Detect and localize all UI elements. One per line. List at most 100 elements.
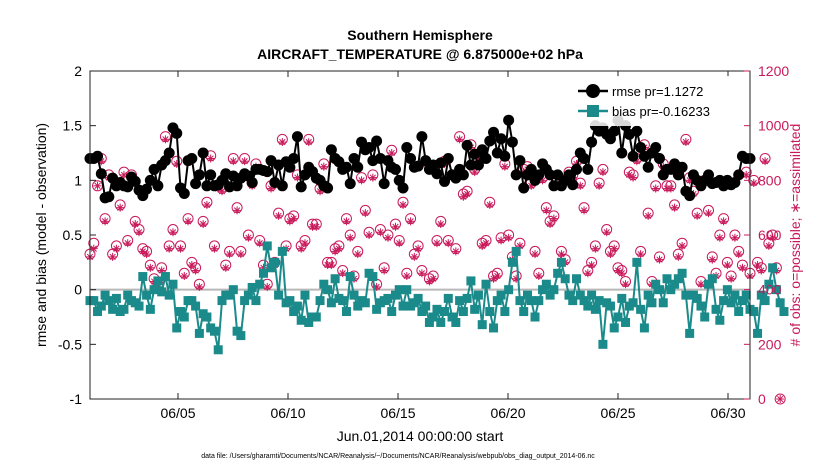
bias-point	[651, 279, 661, 289]
rmse-point	[676, 161, 688, 173]
obs-assimilated-marker	[380, 266, 389, 275]
asterisk-stroke	[595, 182, 603, 189]
obs-assimilated-marker	[365, 231, 374, 239]
asterisk-stroke	[320, 163, 327, 170]
obs-assimilated-marker	[455, 135, 464, 144]
obs-assimilated-marker	[368, 173, 377, 182]
obs-assimilated-marker	[176, 244, 185, 253]
bias-point	[594, 296, 604, 306]
asterisk-stroke	[335, 245, 343, 252]
asterisk-stroke	[418, 270, 426, 277]
bias-point	[157, 287, 167, 297]
bias-point	[545, 290, 555, 300]
bias-point	[628, 298, 638, 308]
asterisk-stroke	[169, 229, 177, 236]
bias-point	[164, 290, 174, 300]
bias-point	[590, 304, 600, 314]
bias-point	[647, 298, 657, 308]
x-tick-label: 06/20	[490, 405, 525, 421]
bias-point	[274, 290, 284, 300]
obs-assimilated-marker	[674, 252, 683, 261]
obs-assimilated-marker	[614, 266, 622, 275]
bias-point	[707, 274, 717, 284]
rmse-point	[190, 178, 202, 190]
legend-bias-label: bias pr=-0.16233	[612, 104, 710, 119]
rmse-point	[261, 166, 273, 178]
asterisk-stroke	[166, 245, 173, 252]
obs-assimilated-marker	[116, 203, 125, 212]
bias-point	[481, 279, 491, 289]
obs-assimilated-marker	[485, 200, 494, 209]
bias-point	[639, 323, 649, 333]
rmse-point	[616, 147, 628, 159]
bias-point	[636, 304, 646, 314]
rmse-point	[141, 183, 153, 195]
data-file-footnote: data file: /Users/gharamti/Documents/NCA…	[201, 453, 595, 460]
asterisk-stroke	[120, 171, 128, 179]
rmse-point	[122, 181, 134, 193]
bias-point	[764, 279, 774, 289]
bias-point	[741, 290, 751, 300]
asterisk-stroke	[497, 237, 505, 244]
bias-point	[311, 312, 321, 322]
asterisk-stroke	[460, 193, 467, 200]
bias-point	[341, 307, 351, 317]
asterisk-stroke	[403, 272, 410, 280]
rmse-point	[92, 150, 104, 162]
obs-assimilated-marker	[761, 157, 770, 166]
bias-point	[760, 296, 770, 306]
bias-point	[258, 268, 268, 278]
asterisk-stroke	[456, 136, 463, 143]
obs-assimilated-marker	[610, 244, 619, 253]
bias-point	[477, 320, 487, 330]
obs-assimilated-marker	[693, 211, 702, 220]
rmse-point	[586, 136, 598, 148]
left-y-tick-label: -0.5	[58, 336, 82, 352]
asterisk-stroke	[286, 218, 294, 225]
rmse-point	[563, 169, 575, 181]
asterisk-stroke	[724, 261, 731, 269]
rmse-point	[288, 152, 300, 164]
asterisk-stroke	[482, 240, 490, 247]
bias-point	[511, 246, 521, 256]
bias-point	[466, 276, 476, 286]
bias-point	[455, 296, 465, 306]
obs-assimilated-marker	[168, 228, 177, 237]
obs-assimilated-marker	[142, 250, 151, 259]
rmse-point	[650, 142, 662, 154]
bias-point	[504, 285, 514, 295]
bias-point	[149, 285, 159, 295]
asterisk-stroke	[535, 272, 542, 280]
asterisk-stroke	[279, 138, 286, 146]
rmse-point	[129, 175, 141, 187]
right-y-tick-label: 200	[758, 336, 782, 352]
asterisk-stroke	[328, 261, 335, 269]
bias-point	[485, 307, 495, 317]
left-y-axis: -1 -0.5 0 0.5 1 1.5 2	[58, 63, 96, 407]
bias-point	[277, 246, 287, 256]
bias-point	[451, 317, 461, 327]
obs-assimilated-marker	[101, 217, 110, 226]
obs-assimilated-marker	[263, 282, 272, 291]
bias-point	[296, 315, 306, 325]
rmse-point	[631, 125, 643, 137]
asterisk-stroke	[463, 190, 471, 198]
bias-point	[285, 296, 295, 306]
obs-assimilated-marker	[229, 157, 238, 166]
asterisk-stroke	[558, 250, 565, 258]
obs-assimilated-marker	[704, 209, 713, 218]
obs-assimilated-marker	[715, 233, 724, 242]
bias-point	[160, 272, 170, 282]
obs-assimilated-marker	[432, 239, 441, 248]
bias-point	[172, 323, 182, 333]
bias-point	[383, 293, 393, 303]
rmse-point	[627, 150, 639, 162]
asterisk-stroke	[682, 138, 690, 146]
obs-assimilated-marker	[497, 236, 506, 245]
bias-series-layer	[85, 241, 789, 355]
bias-point	[421, 301, 431, 311]
bias-point	[673, 274, 683, 284]
bias-point	[756, 290, 766, 300]
bias-point	[315, 296, 325, 306]
obs-assimilated-marker	[195, 282, 204, 291]
